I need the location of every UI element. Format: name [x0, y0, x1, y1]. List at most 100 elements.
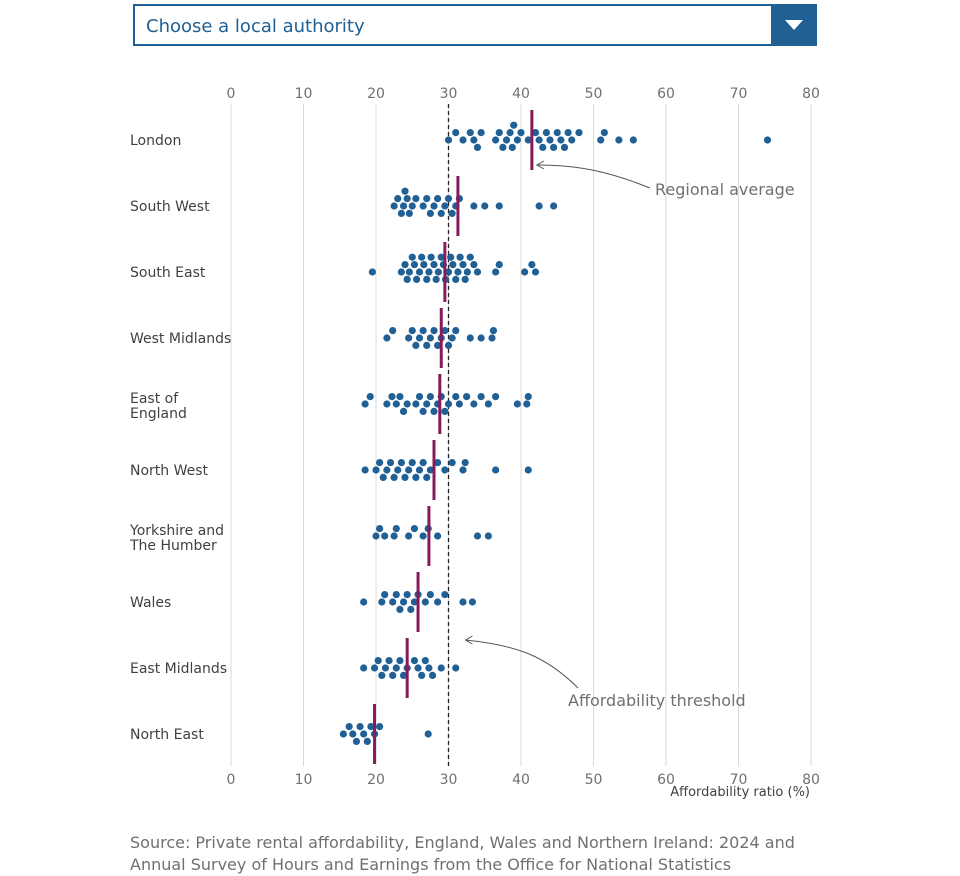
data-point — [426, 393, 434, 401]
data-point — [405, 466, 413, 474]
data-point — [437, 664, 445, 672]
data-point — [550, 143, 558, 151]
data-point — [339, 730, 347, 738]
x-tick-label-bottom: 40 — [512, 772, 530, 788]
dropdown-button[interactable] — [771, 4, 817, 46]
data-point — [539, 143, 547, 151]
data-point — [495, 261, 503, 269]
data-point — [434, 598, 442, 606]
category-label-line: England — [130, 406, 187, 422]
data-point — [418, 253, 426, 261]
x-tick-label-bottom: 50 — [585, 772, 603, 788]
x-tick-label-top: 0 — [227, 86, 236, 102]
data-point — [412, 341, 420, 349]
x-tick-label-bottom: 20 — [367, 772, 385, 788]
data-point — [550, 202, 558, 210]
category-label-line: South East — [130, 265, 206, 281]
data-point — [396, 605, 404, 614]
data-point — [597, 136, 605, 144]
data-point — [412, 400, 420, 408]
data-point — [415, 466, 424, 474]
data-point — [434, 459, 442, 467]
category-label-line: North East — [130, 727, 204, 743]
data-point — [415, 393, 424, 401]
data-point — [405, 532, 413, 540]
data-point — [441, 327, 449, 335]
data-point — [470, 136, 478, 144]
category-label-line: The Humber — [129, 538, 217, 554]
data-point — [405, 268, 413, 276]
data-point — [523, 400, 531, 408]
data-point — [564, 129, 572, 137]
data-point — [415, 268, 424, 276]
data-point — [499, 143, 507, 151]
data-point — [410, 657, 419, 665]
category-label: East Midlands — [130, 661, 227, 677]
data-point — [392, 664, 400, 672]
data-point — [408, 459, 416, 467]
category-label-line: London — [130, 133, 181, 149]
data-point — [405, 334, 413, 342]
x-tick-label-top: 30 — [440, 86, 458, 102]
data-point — [560, 143, 569, 151]
data-point — [434, 195, 442, 203]
data-point — [372, 532, 380, 540]
data-point — [557, 136, 565, 144]
data-point — [426, 591, 434, 599]
data-point — [376, 525, 384, 533]
data-point — [361, 400, 369, 408]
data-point — [434, 268, 442, 276]
data-point — [484, 532, 492, 540]
regional-average-arrow — [536, 164, 651, 189]
data-point — [524, 393, 532, 401]
x-tick-label-top: 10 — [295, 86, 313, 102]
data-point — [434, 532, 442, 540]
data-point — [360, 730, 368, 738]
data-point — [389, 598, 397, 606]
data-point — [444, 400, 453, 408]
data-point — [390, 202, 398, 210]
data-point — [531, 268, 540, 276]
data-point — [423, 473, 431, 481]
data-point — [381, 532, 389, 540]
data-point — [386, 459, 395, 467]
data-point — [484, 400, 492, 408]
category-label-line: East of — [130, 391, 179, 407]
category-label: London — [130, 133, 181, 149]
data-point — [426, 466, 434, 474]
data-point — [388, 393, 396, 401]
data-point — [423, 275, 431, 283]
data-point — [419, 459, 427, 467]
data-point — [437, 209, 445, 217]
data-point — [394, 466, 402, 474]
data-point — [392, 400, 400, 408]
data-point — [455, 400, 463, 408]
data-point — [372, 466, 380, 474]
data-point — [381, 664, 390, 672]
data-point — [349, 730, 357, 738]
data-point — [452, 327, 460, 335]
data-point — [426, 334, 434, 342]
data-point — [441, 202, 449, 210]
data-point — [461, 459, 469, 467]
category-label: Yorkshire and The Humber — [129, 523, 224, 554]
data-point — [385, 657, 393, 665]
data-point — [492, 466, 500, 474]
data-point — [437, 253, 445, 261]
local-authority-select[interactable]: Choose a local authority — [133, 4, 817, 46]
threshold-arrow — [465, 639, 579, 689]
data-point — [502, 136, 511, 144]
data-point — [615, 136, 623, 144]
data-point — [441, 407, 449, 415]
data-point — [432, 275, 440, 283]
x-tick-label-bottom: 0 — [227, 772, 236, 788]
data-point — [513, 400, 521, 408]
data-point — [477, 393, 485, 401]
data-point — [510, 121, 518, 129]
data-point — [390, 473, 398, 481]
data-point — [383, 466, 391, 474]
data-point — [403, 275, 411, 283]
data-point — [383, 400, 391, 408]
data-point — [376, 723, 384, 731]
data-point — [456, 253, 464, 261]
